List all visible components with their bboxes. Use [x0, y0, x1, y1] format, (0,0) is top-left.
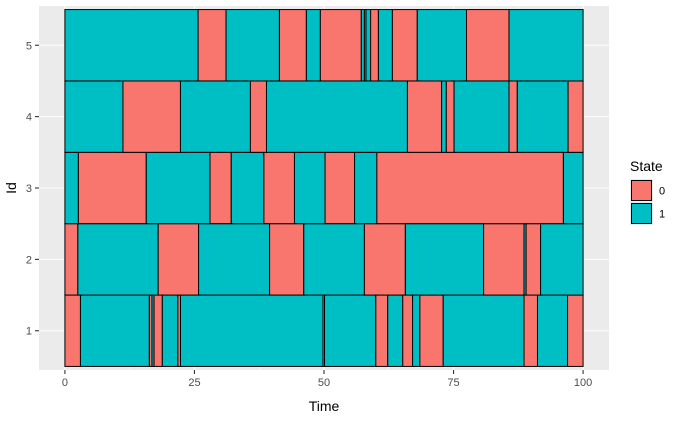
timeline-segment-id2-state0 [64, 223, 79, 296]
timeline-segment-id5-state1 [508, 9, 584, 82]
timeline-segment-id4-state1 [516, 80, 569, 153]
timeline-segment-id3-state0 [209, 151, 232, 225]
timeline-segment-id1-state0 [419, 294, 444, 367]
legend-swatch-state-0 [631, 180, 652, 201]
timeline-segment-id4-state1 [441, 80, 447, 153]
timeline-segment-id3-state1 [145, 151, 211, 225]
timeline-segment-id1-state1 [536, 294, 569, 367]
timeline-segment-id2-state0 [363, 223, 406, 296]
y-axis: 1 2 3 4 5 [26, 40, 39, 338]
timeline-segment-id4-state1 [265, 80, 408, 153]
y-tick-label: 3 [26, 183, 32, 195]
timeline-segment-id1-state1 [387, 294, 404, 367]
timeline-segment-id1-state1 [442, 294, 525, 367]
legend-label-state-1: 1 [659, 209, 665, 221]
timeline-segment-id2-state0 [157, 223, 200, 296]
timeline-segment-id3-state1 [230, 151, 265, 225]
timeline-segment-id1-state1 [324, 294, 377, 367]
timeline-segment-id1-state0 [567, 294, 584, 367]
legend-title: State [630, 158, 663, 174]
timeline-segment-id3-state1 [64, 151, 79, 225]
timeline-segment-id3-state0 [77, 151, 147, 225]
y-tick-label: 2 [26, 254, 32, 266]
timeline-segment-id2-state0 [483, 223, 525, 296]
timeline-segment-id3-state0 [324, 151, 356, 225]
x-tick-label: 75 [447, 377, 459, 389]
timeline-segment-id1-state1 [412, 294, 421, 367]
timeline-segment-id4-state0 [508, 80, 518, 153]
timeline-segment-id1-state1 [161, 294, 179, 367]
timeline-segment-id3-state0 [376, 151, 564, 225]
timeline-segment-id2-state1 [77, 223, 159, 296]
timeline-segment-id5-state0 [391, 9, 418, 82]
timeline-segment-id2-state1 [404, 223, 485, 296]
timeline-segment-id1-state1 [79, 294, 150, 367]
timeline-segment-id3-state1 [562, 151, 584, 225]
timeline-segment-id5-state1 [225, 9, 280, 82]
timeline-segment-id4-state1 [64, 80, 124, 153]
timeline-segment-id1-state0 [64, 294, 81, 367]
timeline-segment-id3-state1 [354, 151, 378, 225]
timeline-segment-id5-state1 [305, 9, 321, 82]
timeline-segment-id5-state0 [466, 9, 510, 82]
timeline-segment-id4-state1 [179, 80, 251, 153]
timeline-segment-id2-state1 [198, 223, 271, 296]
y-tick-label: 4 [26, 112, 32, 124]
timeline-segment-id4-state1 [453, 80, 510, 153]
timeline-segment-id5-state0 [197, 9, 227, 82]
timeline-segment-id1-state0 [375, 294, 389, 367]
timeline-segment-id1-state0 [523, 294, 538, 367]
timeline-segment-id1-state0 [153, 294, 163, 367]
x-tick-label: 100 [574, 377, 592, 389]
x-axis-title: Time [309, 398, 340, 414]
timeline-segment-id1-state0 [402, 294, 414, 367]
timeline-segment-id1-state1 [179, 294, 324, 367]
timeline-segment-id2-state0 [525, 223, 542, 296]
y-axis-title: Id [3, 182, 19, 194]
legend-swatch-state-1 [631, 203, 652, 224]
timeline-segment-id3-state1 [293, 151, 326, 225]
x-tick-label: 0 [62, 377, 68, 389]
x-tick-label: 50 [318, 377, 330, 389]
timeline-segment-id4-state0 [122, 80, 181, 153]
timeline-segment-id5-state1 [64, 9, 199, 82]
timeline-segment-id4-state0 [567, 80, 584, 153]
legend: State 0 1 [630, 158, 665, 225]
y-tick-label: 5 [26, 40, 32, 52]
timeline-segment-id4-state0 [249, 80, 267, 153]
legend-label-state-0: 0 [659, 186, 665, 198]
timeline-segment-id2-state0 [269, 223, 305, 296]
timeline-segment-id5-state1 [416, 9, 468, 82]
timeline-segment-id3-state0 [263, 151, 295, 225]
y-tick-label: 1 [26, 326, 32, 338]
timeline-segment-id2-state1 [303, 223, 365, 296]
timeline-segment-id4-state0 [406, 80, 443, 153]
timeline-segment-id5-state0 [370, 9, 379, 82]
x-tick-label: 25 [188, 377, 200, 389]
x-axis: 0 25 50 75 100 [62, 370, 592, 389]
timeline-segment-id5-state1 [377, 9, 393, 82]
timeline-segment-id5-state0 [278, 9, 307, 82]
timeline-segment-id4-state0 [445, 80, 455, 153]
state-segments [64, 9, 584, 367]
timeline-segment-id5-state0 [319, 9, 362, 82]
timeline-segment-id5-state1 [365, 9, 372, 82]
timeline-segment-id2-state1 [540, 223, 584, 296]
